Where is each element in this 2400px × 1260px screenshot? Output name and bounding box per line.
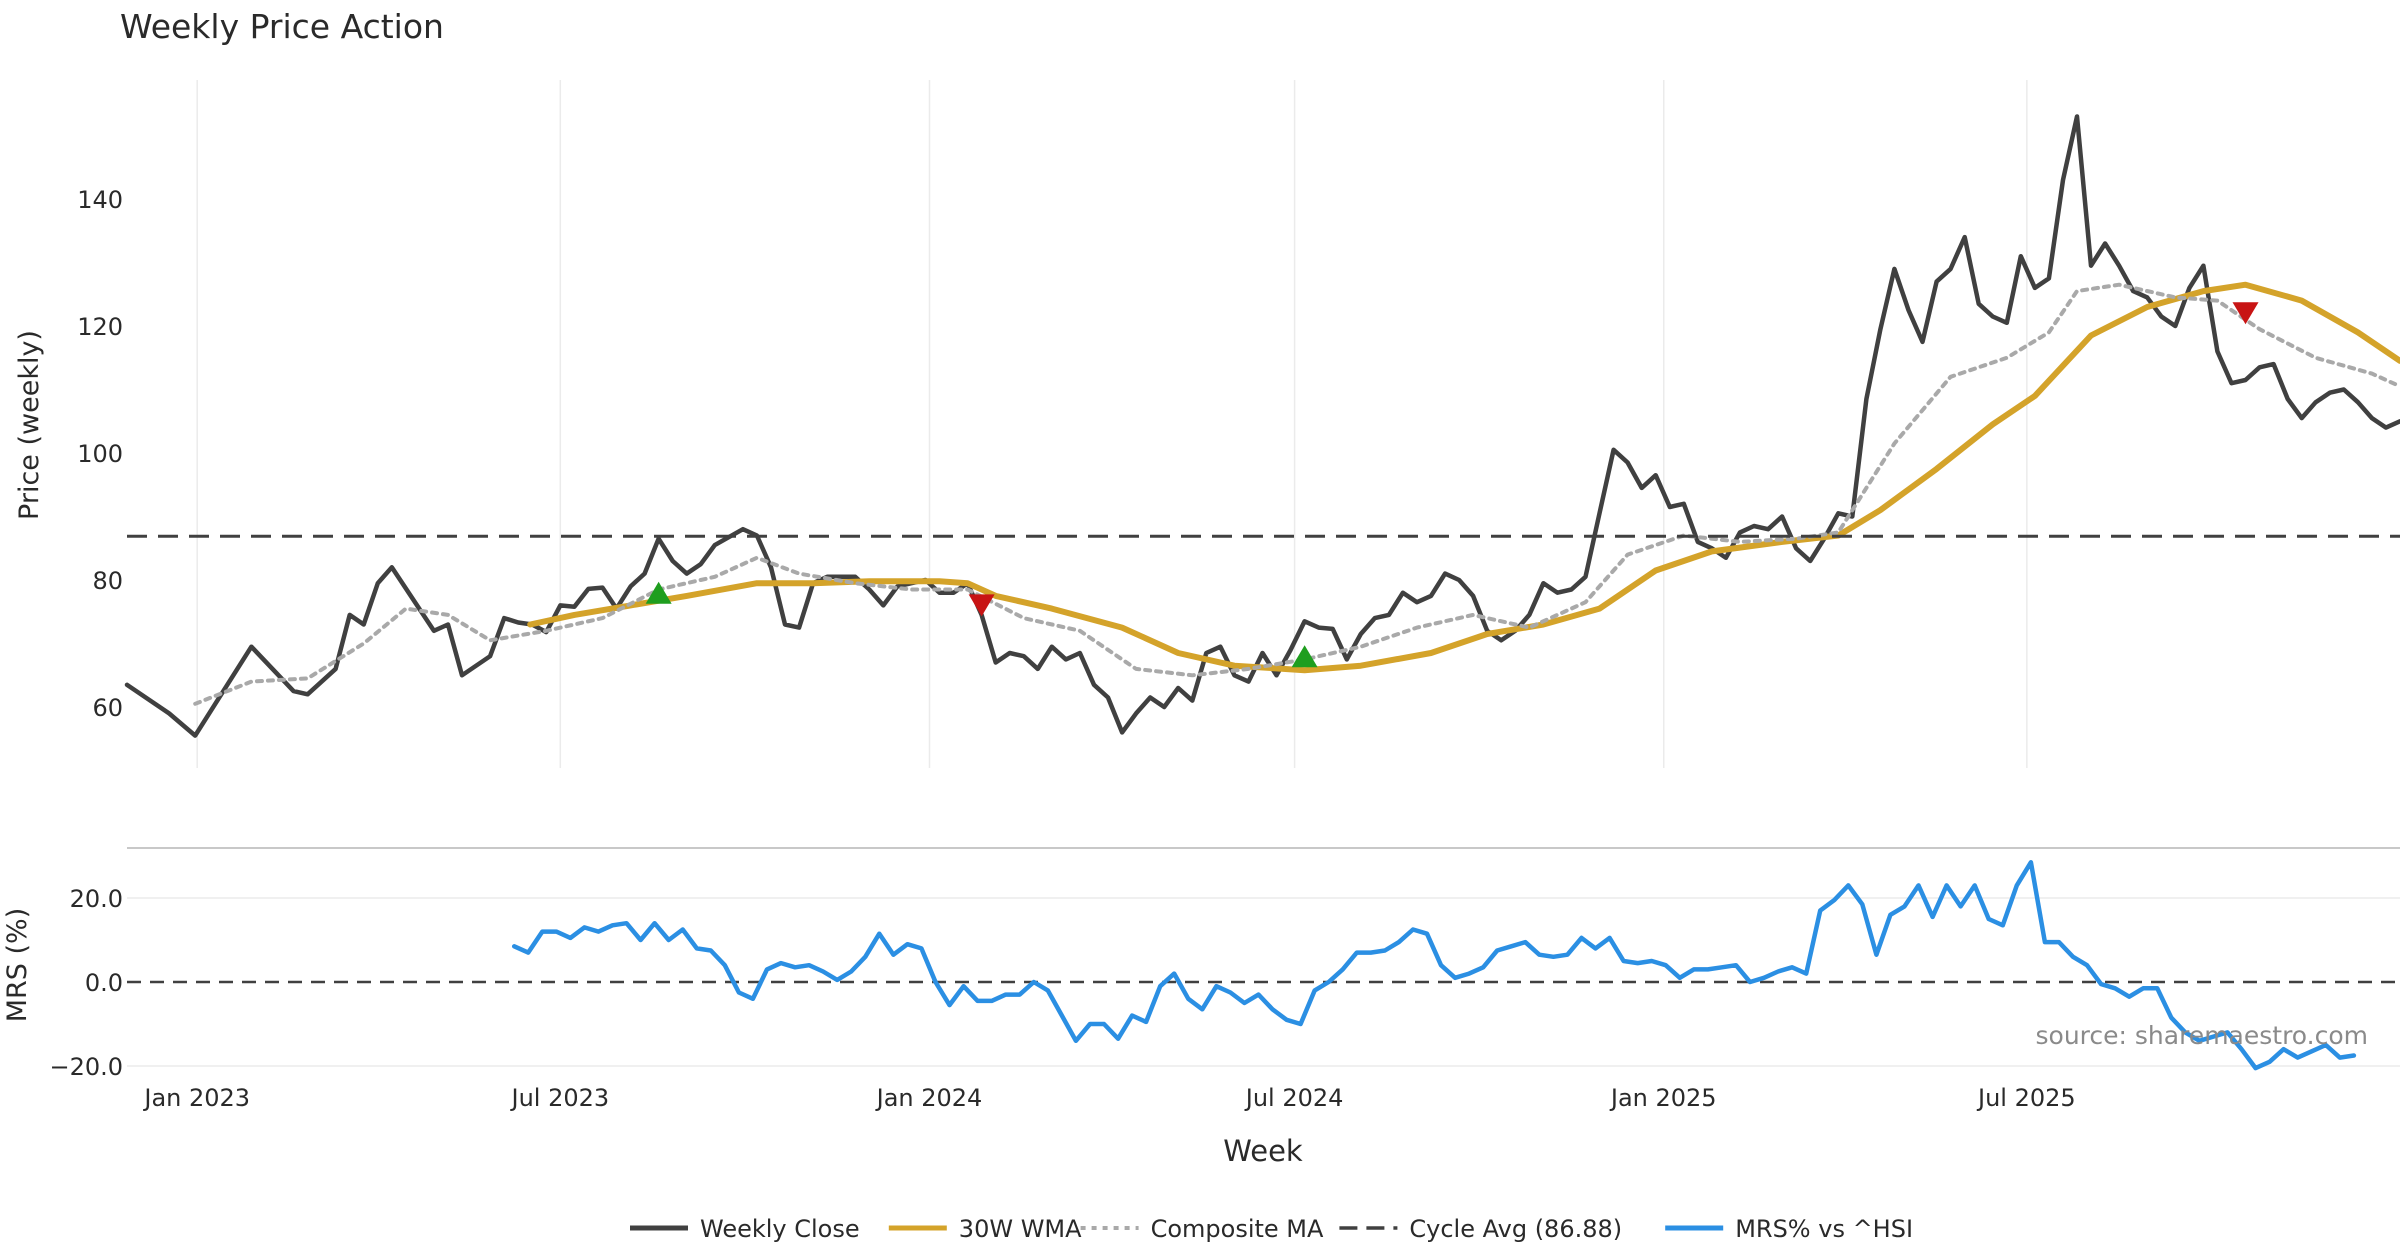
chart-title: Weekly Price Action <box>120 7 444 46</box>
mrs-y-tick-label: 0.0 <box>85 969 123 997</box>
x-axis-label: Week <box>1223 1134 1303 1168</box>
x-tick-label: Jul 2025 <box>1976 1084 2076 1112</box>
mrs-grid <box>127 897 2400 1067</box>
sell-signal-marker <box>968 594 995 617</box>
buy-signal-marker <box>645 581 672 604</box>
price-y-tick-label: 100 <box>77 440 123 468</box>
price-y-axis-label: Price (weekly) <box>14 330 45 520</box>
mrs-vs-hsi-line <box>511 860 2357 1071</box>
price-panel: 60 80 100 120 140 <box>77 80 2400 768</box>
legend-label: Weekly Close <box>700 1215 860 1243</box>
weekly-close-line <box>124 114 2400 738</box>
legend-item-cycle-avg-86-88: Cycle Avg (86.88) <box>1339 1215 1622 1243</box>
legend-item-weekly-close: Weekly Close <box>630 1215 860 1243</box>
buy-signal-marker <box>1291 645 1318 668</box>
mrs-y-tick-label: 20.0 <box>70 885 123 913</box>
price-series-lines <box>124 114 2400 738</box>
legend-label: 30W WMA <box>959 1215 1082 1243</box>
legend-item-30w-wma: 30W WMA <box>888 1215 1082 1243</box>
price-grid <box>196 80 2028 768</box>
price-y-tick-label: 120 <box>77 313 123 341</box>
price-y-ticks: 60 80 100 120 140 <box>77 186 123 722</box>
legend-item-composite-ma: Composite MA <box>1080 1215 1324 1243</box>
mrs-panel: −20.0 0.0 20.0 <box>49 860 2400 1081</box>
x-tick-label: Jan 2024 <box>875 1084 983 1112</box>
mrs-y-tick-label: −20.0 <box>49 1053 123 1081</box>
mrs-y-ticks: −20.0 0.0 20.0 <box>49 885 123 1081</box>
x-tick-label: Jan 2025 <box>1609 1084 1717 1112</box>
signal-markers <box>645 302 2259 668</box>
x-tick-label: Jul 2024 <box>1244 1084 1344 1112</box>
x-tick-label: Jan 2023 <box>142 1084 250 1112</box>
price-y-tick-label: 140 <box>77 186 123 214</box>
x-axis-ticks: Jan 2023 Jul 2023 Jan 2024 Jul 2024 Jan 2025… <box>142 1084 2075 1112</box>
legend-label: Cycle Avg (86.88) <box>1409 1215 1622 1243</box>
price-y-tick-label: 60 <box>92 694 123 722</box>
x-tick-label: Jul 2023 <box>509 1084 609 1112</box>
legend-label: MRS% vs ^HSI <box>1735 1215 1913 1243</box>
source-annotation: source: sharemaestro.com <box>2036 1021 2369 1050</box>
price-y-tick-label: 80 <box>92 567 123 595</box>
legend-label: Composite MA <box>1151 1215 1324 1243</box>
sell-signal-marker <box>2232 302 2259 325</box>
composite-ma-line <box>193 282 2400 706</box>
mrs-y-axis-label: MRS (%) <box>2 908 33 1023</box>
legend: Weekly Close 30W WMA Composite MA Cycle Avg… <box>630 1215 1913 1243</box>
legend-item-mrs-vs-hsi: MRS% vs ^HSI <box>1665 1215 1913 1243</box>
mrs-series-lines <box>511 860 2357 1071</box>
